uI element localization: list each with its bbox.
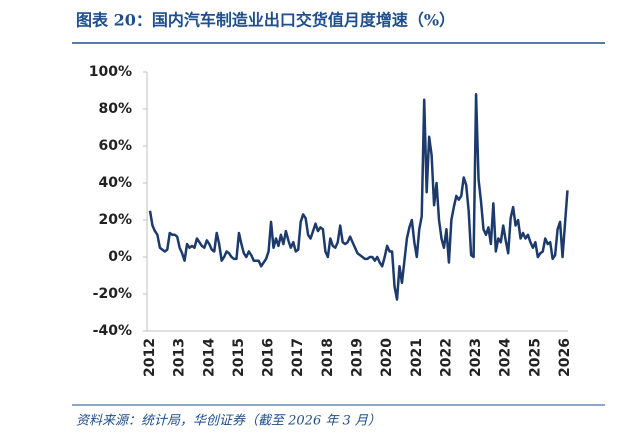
data-line xyxy=(148,92,569,301)
x-tick-label: 2019 xyxy=(350,338,366,377)
x-tick-label: 2016 xyxy=(261,338,277,377)
x-tick-label: 2025 xyxy=(527,338,543,377)
x-tick-label: 2024 xyxy=(498,338,514,377)
source-note: 资料来源：统计局，华创证券（截至 2026 年 3 月） xyxy=(76,413,381,429)
x-tick-label: 2026 xyxy=(557,338,573,377)
y-tick-label: -20% xyxy=(93,286,132,302)
y-tick-label: 40% xyxy=(98,175,132,191)
x-tick-label: 2020 xyxy=(379,338,395,377)
x-tick-label: 2018 xyxy=(320,338,336,377)
y-tick-label: 100% xyxy=(89,64,132,80)
y-tick-label: 60% xyxy=(98,138,132,154)
x-tick-label: 2022 xyxy=(438,338,454,377)
x-tick-label: 2015 xyxy=(231,338,247,377)
x-tick-label: 2013 xyxy=(172,338,188,377)
x-tick-label: 2012 xyxy=(142,338,158,377)
x-tick-label: 2021 xyxy=(409,338,425,377)
y-tick-label: -40% xyxy=(93,323,132,339)
y-tick-label: 80% xyxy=(98,101,132,117)
y-tick-label: 0% xyxy=(108,249,132,265)
y-tick-label: 20% xyxy=(98,212,132,228)
x-tick-label: 2014 xyxy=(201,338,217,377)
x-tick-label: 2023 xyxy=(468,338,484,377)
x-tick-label: 2017 xyxy=(290,338,306,377)
chart-title: 图表 20：国内汽车制造业出口交货值月度增速（%） xyxy=(76,11,455,30)
